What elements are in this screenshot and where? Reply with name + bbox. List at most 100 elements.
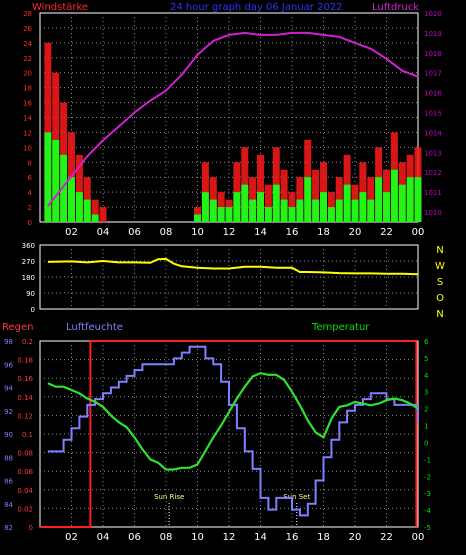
y-tick-left-1: 12 bbox=[23, 129, 32, 137]
wind-gust-bar bbox=[91, 199, 99, 222]
y-tick-left-1: 22 bbox=[23, 55, 32, 63]
y-tick-left-1: 26 bbox=[23, 25, 32, 33]
wind-average-bar bbox=[406, 177, 414, 222]
y-tick-right-1: 1018 bbox=[424, 50, 442, 58]
y-tick-humidity: 98 bbox=[4, 338, 13, 346]
temperature-line bbox=[47, 371, 419, 471]
x-tick-label-1: 12 bbox=[223, 227, 236, 238]
y-tick-regen: 0.04 bbox=[17, 487, 33, 495]
y-tick-left-1: 20 bbox=[23, 70, 32, 78]
x-tick-label-3: 04 bbox=[97, 532, 110, 543]
wind-average-bar bbox=[312, 199, 320, 222]
x-tick-label-1: 02 bbox=[65, 227, 78, 238]
humidity-axis-title: Luftfeuchte bbox=[66, 322, 123, 333]
y-tick-regen: 0.14 bbox=[17, 394, 33, 402]
x-tick-label-1: 10 bbox=[191, 227, 204, 238]
y-tick-temp: 0 bbox=[424, 439, 428, 447]
wind-average-bar bbox=[390, 169, 398, 222]
wind-average-bar bbox=[91, 214, 99, 222]
rain-axis-title: Regen bbox=[2, 322, 34, 333]
pressure-line bbox=[47, 31, 419, 207]
wind-gust-bar bbox=[264, 184, 272, 222]
x-tick-label-3: 10 bbox=[191, 532, 204, 543]
x-tick-label-1: 00 bbox=[412, 227, 425, 238]
wind-average-bar bbox=[68, 177, 75, 222]
x-tick-label-3: 02 bbox=[65, 532, 78, 543]
y-tick-right-1: 1014 bbox=[424, 129, 442, 137]
y-tick-regen: 0.08 bbox=[17, 450, 33, 458]
y-tick-left-1: 24 bbox=[23, 40, 32, 48]
compass-label: S bbox=[437, 277, 443, 288]
y-tick-regen: 0.1 bbox=[22, 431, 33, 439]
y-tick-left-1: 6 bbox=[28, 174, 33, 182]
wind-average-bar bbox=[383, 192, 390, 222]
wind-average-bar bbox=[398, 184, 406, 222]
wind-average-bar bbox=[75, 192, 83, 222]
y-tick-left-1: 10 bbox=[23, 144, 32, 152]
y-tick-right-1: 1020 bbox=[424, 10, 442, 18]
wind-average-bar bbox=[52, 139, 60, 222]
y-tick-left-1: 2 bbox=[28, 204, 32, 212]
sun-event-label: Sun Rise bbox=[154, 493, 184, 501]
wind-average-bar bbox=[375, 177, 383, 222]
y-tick-humidity: 90 bbox=[4, 431, 13, 439]
y-tick-humidity: 92 bbox=[4, 408, 13, 416]
wind-average-bar bbox=[201, 192, 209, 222]
y-tick-left-1: 14 bbox=[23, 115, 32, 123]
y-tick-left-1: 18 bbox=[23, 85, 32, 93]
wind-gust-bar bbox=[194, 207, 201, 222]
wind-average-bar bbox=[249, 199, 257, 222]
y-tick-left-1: 16 bbox=[23, 100, 32, 108]
y-tick-temp: 6 bbox=[424, 338, 429, 346]
wind-gust-bar bbox=[280, 169, 288, 222]
y-tick-right-1: 1011 bbox=[424, 189, 442, 197]
y-tick-humidity: 88 bbox=[4, 454, 13, 462]
wind-average-bar bbox=[241, 184, 249, 222]
y-tick-right-1: 1012 bbox=[424, 169, 442, 177]
x-tick-label-1: 18 bbox=[317, 227, 330, 238]
wind-average-bar bbox=[335, 199, 343, 222]
y-tick-temp: 3 bbox=[424, 389, 428, 397]
wind-average-bar bbox=[359, 192, 367, 222]
wind-average-bar bbox=[272, 184, 280, 222]
y-tick-temp: -3 bbox=[424, 490, 431, 498]
y-tick-temp: -2 bbox=[424, 473, 431, 481]
y-tick-regen: 0.06 bbox=[17, 468, 33, 476]
x-tick-label-3: 14 bbox=[254, 532, 267, 543]
y-tick-regen: 0.16 bbox=[17, 375, 33, 383]
y-tick-regen: 0.2 bbox=[22, 338, 33, 346]
wind-average-bar bbox=[327, 207, 335, 222]
y-tick-left-2: 180 bbox=[22, 274, 35, 282]
wind-gust-bar bbox=[312, 169, 320, 222]
x-tick-label-3: 22 bbox=[380, 532, 393, 543]
wind-average-bar bbox=[367, 199, 375, 222]
x-tick-label-1: 22 bbox=[380, 227, 393, 238]
wind-average-bar bbox=[44, 132, 52, 222]
x-tick-label-3: 12 bbox=[223, 532, 236, 543]
y-tick-left-1: 8 bbox=[28, 159, 32, 167]
x-tick-label-1: 06 bbox=[128, 227, 141, 238]
wind-gust-bar bbox=[257, 154, 264, 222]
wind-average-bar bbox=[280, 199, 288, 222]
y-tick-temp: -5 bbox=[424, 524, 431, 532]
sun-event-label: Sun Set bbox=[283, 493, 310, 501]
y-tick-left-2: 0 bbox=[31, 306, 35, 314]
y-tick-temp: -4 bbox=[424, 507, 432, 515]
y-tick-temp: 2 bbox=[424, 406, 428, 414]
y-tick-regen: 0.18 bbox=[17, 357, 33, 365]
y-tick-temp: 1 bbox=[424, 423, 428, 431]
x-tick-label-3: 20 bbox=[349, 532, 362, 543]
wind-gust-bar bbox=[75, 154, 83, 222]
y-tick-left-1: 28 bbox=[23, 10, 32, 18]
y-tick-humidity: 94 bbox=[4, 385, 13, 393]
y-tick-humidity: 84 bbox=[4, 501, 13, 509]
wind-average-bar bbox=[320, 192, 327, 222]
wind-average-bar bbox=[351, 199, 359, 222]
y-tick-humidity: 82 bbox=[4, 524, 13, 532]
wind-average-bar bbox=[83, 199, 91, 222]
wind-gust-bar bbox=[99, 207, 107, 222]
wind-direction-line bbox=[47, 257, 419, 276]
compass-label: N bbox=[436, 245, 443, 256]
wind-average-bar bbox=[257, 192, 264, 222]
